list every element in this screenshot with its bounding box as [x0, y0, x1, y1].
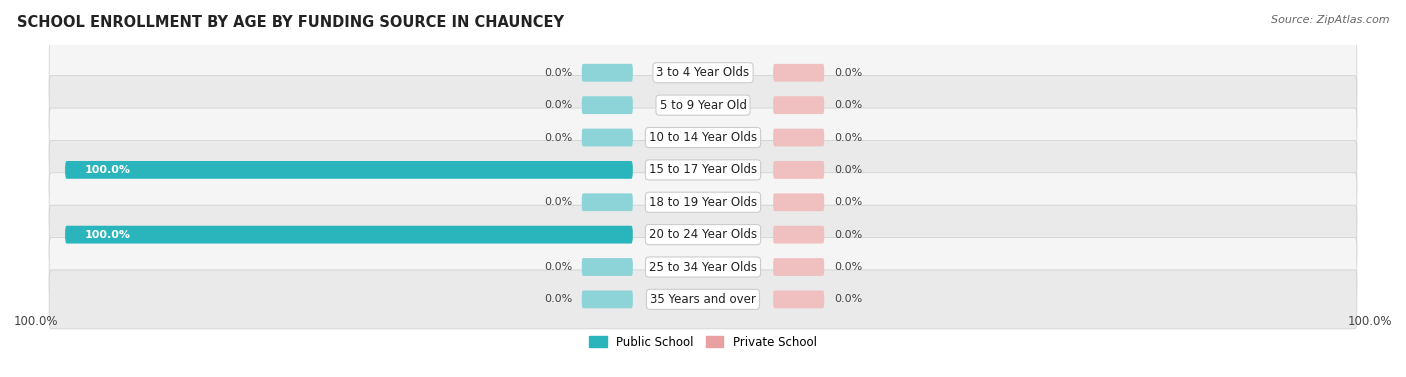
- Legend: Public School, Private School: Public School, Private School: [589, 336, 817, 349]
- Text: 100.0%: 100.0%: [1347, 315, 1392, 328]
- FancyBboxPatch shape: [582, 64, 633, 82]
- FancyBboxPatch shape: [773, 226, 824, 244]
- Text: 5 to 9 Year Old: 5 to 9 Year Old: [659, 99, 747, 112]
- FancyBboxPatch shape: [773, 161, 824, 179]
- FancyBboxPatch shape: [773, 291, 824, 308]
- FancyBboxPatch shape: [49, 140, 1357, 199]
- Text: 0.0%: 0.0%: [834, 230, 862, 240]
- FancyBboxPatch shape: [773, 193, 824, 211]
- Text: 18 to 19 Year Olds: 18 to 19 Year Olds: [650, 196, 756, 209]
- FancyBboxPatch shape: [582, 96, 633, 114]
- Text: 3 to 4 Year Olds: 3 to 4 Year Olds: [657, 66, 749, 79]
- FancyBboxPatch shape: [49, 238, 1357, 296]
- FancyBboxPatch shape: [65, 226, 633, 244]
- FancyBboxPatch shape: [773, 129, 824, 146]
- Text: 100.0%: 100.0%: [14, 315, 59, 328]
- Text: 10 to 14 Year Olds: 10 to 14 Year Olds: [650, 131, 756, 144]
- FancyBboxPatch shape: [773, 64, 824, 82]
- FancyBboxPatch shape: [582, 291, 633, 308]
- Text: 0.0%: 0.0%: [834, 165, 862, 175]
- Text: 25 to 34 Year Olds: 25 to 34 Year Olds: [650, 261, 756, 273]
- Text: SCHOOL ENROLLMENT BY AGE BY FUNDING SOURCE IN CHAUNCEY: SCHOOL ENROLLMENT BY AGE BY FUNDING SOUR…: [17, 15, 564, 30]
- Text: 0.0%: 0.0%: [834, 262, 862, 272]
- Text: 0.0%: 0.0%: [544, 294, 572, 304]
- FancyBboxPatch shape: [773, 96, 824, 114]
- Text: 35 Years and over: 35 Years and over: [650, 293, 756, 306]
- Text: 0.0%: 0.0%: [834, 294, 862, 304]
- Text: 0.0%: 0.0%: [544, 197, 572, 207]
- FancyBboxPatch shape: [49, 108, 1357, 167]
- FancyBboxPatch shape: [49, 270, 1357, 329]
- Text: 0.0%: 0.0%: [834, 100, 862, 110]
- Text: 100.0%: 100.0%: [84, 165, 131, 175]
- Text: 0.0%: 0.0%: [544, 262, 572, 272]
- Text: 20 to 24 Year Olds: 20 to 24 Year Olds: [650, 228, 756, 241]
- Text: 15 to 17 Year Olds: 15 to 17 Year Olds: [650, 163, 756, 176]
- Text: 100.0%: 100.0%: [84, 230, 131, 240]
- FancyBboxPatch shape: [49, 205, 1357, 264]
- Text: 0.0%: 0.0%: [834, 197, 862, 207]
- FancyBboxPatch shape: [773, 258, 824, 276]
- Text: Source: ZipAtlas.com: Source: ZipAtlas.com: [1271, 15, 1389, 25]
- Text: 0.0%: 0.0%: [544, 132, 572, 143]
- FancyBboxPatch shape: [49, 43, 1357, 102]
- Text: 0.0%: 0.0%: [544, 100, 572, 110]
- Text: 0.0%: 0.0%: [834, 132, 862, 143]
- Text: 0.0%: 0.0%: [834, 68, 862, 78]
- FancyBboxPatch shape: [49, 173, 1357, 232]
- FancyBboxPatch shape: [582, 193, 633, 211]
- FancyBboxPatch shape: [65, 161, 633, 179]
- Text: 0.0%: 0.0%: [544, 68, 572, 78]
- FancyBboxPatch shape: [582, 129, 633, 146]
- FancyBboxPatch shape: [49, 76, 1357, 135]
- FancyBboxPatch shape: [582, 258, 633, 276]
